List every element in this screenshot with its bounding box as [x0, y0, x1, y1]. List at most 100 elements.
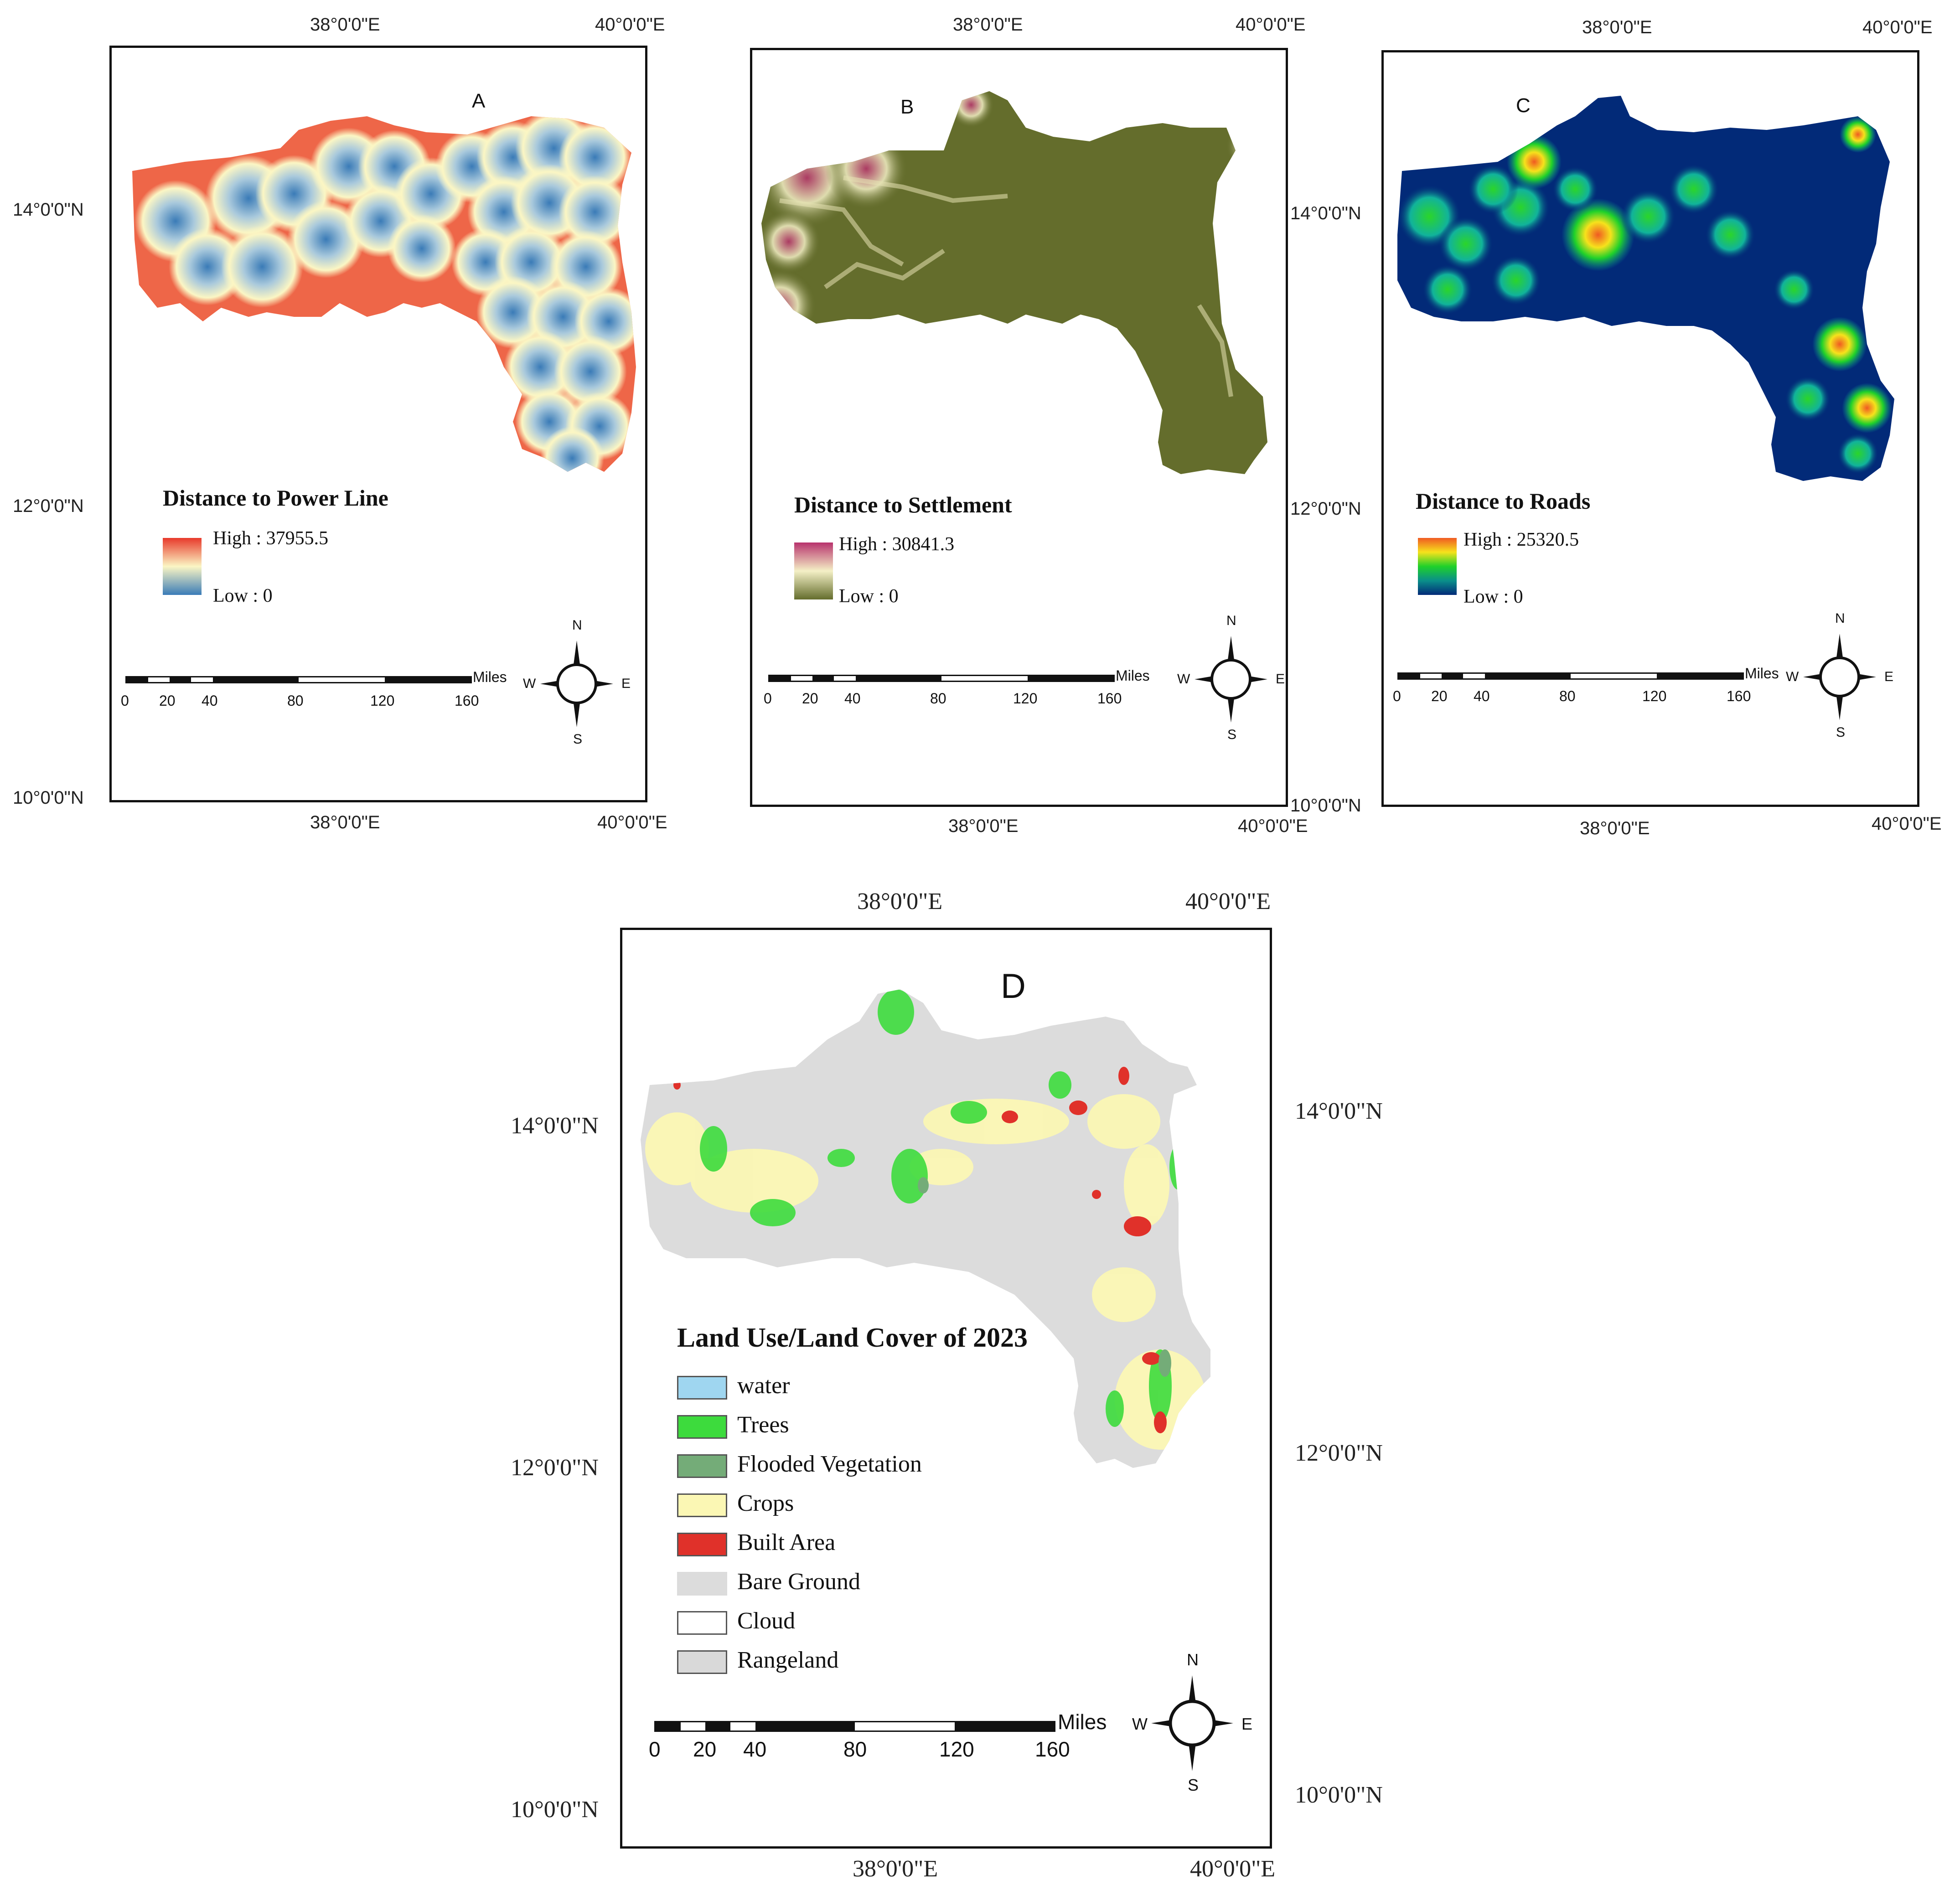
legend-gradient-b — [794, 542, 833, 599]
right-lat-14: 14°0'0"N — [1295, 1098, 1383, 1124]
north-arrow-b: N S W E — [1177, 613, 1285, 742]
right-lat-10: 10°0'0"N — [1295, 1782, 1383, 1808]
compass-w: W — [1786, 669, 1799, 684]
top-lon-40: 40°0'0"E — [1185, 889, 1271, 914]
scale-tick-160: 160 — [455, 692, 479, 709]
left-lat-14: 14°0'0"N — [511, 1113, 599, 1139]
legend-title-c: Distance to Roads — [1416, 488, 1591, 514]
scale-tick-120: 120 — [1642, 688, 1667, 704]
compass-w: W — [1177, 672, 1190, 687]
legend-label-crops: Crops — [737, 1490, 794, 1516]
right-lat-12: 12°0'0"N — [1295, 1440, 1383, 1466]
scale-tick-40: 40 — [743, 1737, 767, 1761]
scale-tick-40: 40 — [202, 692, 218, 709]
top-lon-38: 38°0'0"E — [1582, 17, 1652, 37]
top-lon-38: 38°0'0"E — [953, 15, 1023, 35]
built-areas — [673, 1067, 1167, 1433]
legend-label-trees: Trees — [737, 1412, 789, 1438]
left-lat-10: 10°0'0"N — [13, 788, 84, 808]
scale-tick-0: 0 — [764, 690, 772, 707]
bottom-lon-38: 38°0'0"E — [948, 816, 1019, 836]
compass-n: N — [1226, 613, 1236, 628]
bottom-lon-40: 40°0'0"E — [1190, 1856, 1276, 1882]
legend-label-built-area: Built Area — [737, 1529, 836, 1555]
legend-low-a: Low : 0 — [213, 585, 273, 606]
map-frame-a: A Distance to Power Line High : 37955.5 … — [109, 46, 647, 802]
legend-label-water: water — [737, 1373, 790, 1399]
legend-high-c: High : 25320.5 — [1464, 529, 1579, 550]
scale-tick-40: 40 — [844, 690, 861, 707]
road-proximity — [1397, 116, 1892, 474]
legend-swatch-bare-ground — [677, 1572, 727, 1596]
right-lat-10: 10°0'0"N — [1290, 796, 1361, 816]
legend-swatch-crops — [677, 1493, 727, 1517]
scalebar-d — [654, 1721, 1055, 1732]
tree-areas — [700, 989, 1188, 1427]
legend-high-b: High : 30841.3 — [839, 534, 955, 555]
legend-swatch-built-area — [677, 1533, 727, 1556]
scalebar-b — [768, 675, 1115, 682]
scale-tick-160: 160 — [1727, 688, 1751, 704]
legend-swatch-trees — [677, 1415, 727, 1439]
scale-tick-40: 40 — [1474, 688, 1490, 704]
left-lat-14: 14°0'0"N — [13, 200, 84, 220]
map-frame-c: C Distance to Roads High : 25320.5 Low :… — [1381, 50, 1919, 807]
compass-n: N — [1835, 611, 1845, 626]
legend-title-d: Land Use/Land Cover of 2023 — [677, 1323, 1028, 1353]
settlement-map — [761, 91, 1267, 474]
crop-areas — [645, 1094, 1206, 1450]
right-lat-12: 12°0'0"N — [1290, 499, 1361, 519]
scale-tick-120: 120 — [939, 1737, 974, 1761]
legend-label-rangeland: Rangeland — [737, 1647, 839, 1673]
north-arrow-c: N S W E — [1786, 611, 1893, 740]
legend-swatch-cloud — [677, 1611, 727, 1635]
legend-label-cloud: Cloud — [737, 1608, 796, 1634]
compass-n: N — [1187, 1650, 1199, 1669]
compass-icon — [1151, 1675, 1233, 1771]
scale-unit-b: Miles — [1116, 667, 1150, 684]
right-lat-14: 14°0'0"N — [1290, 203, 1361, 223]
land-cover-map — [641, 989, 1210, 1468]
panel-c: 38°0'0"E 40°0'0"E 38°0'0"E 40°0'0"E — [1286, 0, 1960, 839]
legend-low-b: Low : 0 — [839, 586, 899, 607]
panel-d: 38°0'0"E 40°0'0"E 14°0'0"N 12°0'0"N 10°0… — [479, 866, 1436, 1896]
panel-b: 38°0'0"E 40°0'0"E 14°0'0"N 12°0'0"N 10°0… — [643, 0, 1361, 839]
compass-e: E — [1884, 669, 1894, 684]
power-line-buffers — [134, 116, 636, 472]
legend-swatch-flooded-vegetation — [677, 1454, 727, 1478]
scale-tick-160: 160 — [1035, 1737, 1070, 1761]
map-frame-b: B Distance to Settlement High : 30841.3 … — [750, 48, 1288, 807]
compass-s: S — [573, 732, 583, 747]
scalebar-c — [1397, 672, 1744, 680]
compass-icon — [540, 641, 613, 727]
bottom-lon-40: 40°0'0"E — [1238, 816, 1308, 836]
scale-unit-c: Miles — [1745, 665, 1779, 682]
legend-swatch-water — [677, 1376, 727, 1400]
top-lon-40: 40°0'0"E — [1236, 15, 1306, 35]
legend-title-b: Distance to Settlement — [794, 492, 1012, 517]
scale-tick-20: 20 — [802, 690, 818, 707]
scale-tick-160: 160 — [1097, 690, 1122, 707]
legend-label-flooded-vegetation: Flooded Vegetation — [737, 1451, 922, 1477]
legend-gradient-a — [163, 538, 202, 595]
scale-tick-0: 0 — [121, 692, 129, 709]
top-lon-38: 38°0'0"E — [310, 15, 380, 35]
legend-label-bare-ground: Bare Ground — [737, 1569, 861, 1595]
panel-letter-c: C — [1516, 94, 1531, 117]
bottom-lon-40: 40°0'0"E — [597, 812, 667, 832]
scale-tick-80: 80 — [843, 1737, 867, 1761]
compass-w: W — [523, 676, 536, 691]
scale-tick-80: 80 — [930, 690, 946, 707]
scale-tick-20: 20 — [1431, 688, 1448, 704]
bottom-lon-40: 40°0'0"E — [1872, 814, 1942, 834]
bottom-lon-38: 38°0'0"E — [853, 1856, 938, 1882]
scalebar-a — [125, 676, 472, 683]
scale-tick-0: 0 — [1393, 688, 1401, 704]
north-arrow-d: N S W E — [1132, 1650, 1252, 1794]
bottom-lon-38: 38°0'0"E — [1580, 818, 1650, 838]
scale-tick-20: 20 — [159, 692, 176, 709]
left-lat-10: 10°0'0"N — [511, 1797, 599, 1823]
compass-icon — [1803, 634, 1876, 720]
top-lon-40: 40°0'0"E — [1862, 17, 1933, 37]
compass-e: E — [1276, 672, 1285, 687]
